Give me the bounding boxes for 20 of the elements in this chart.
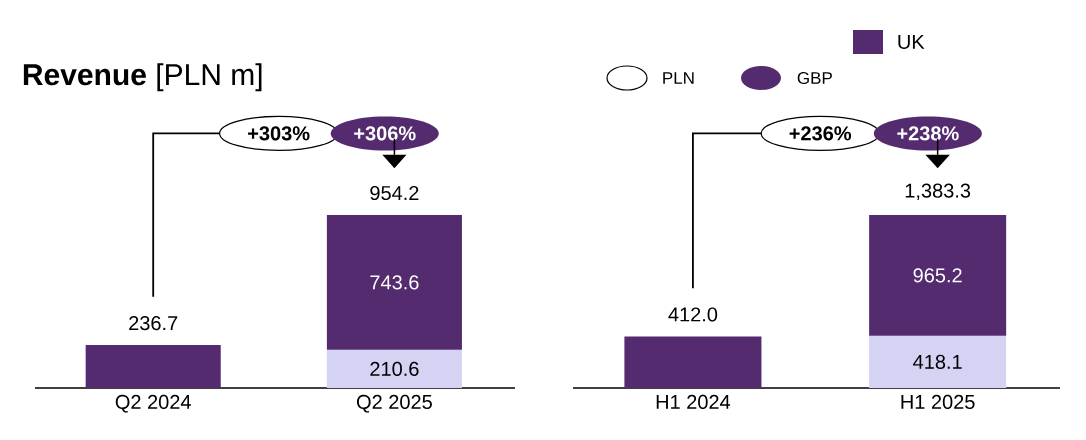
text: +306% <box>354 126 416 141</box>
data-label: 965.2 <box>913 268 962 283</box>
data-label: 743.6 <box>370 275 419 290</box>
chart-title: Revenue [PLN m] <box>23 63 262 92</box>
x-tick-label: H1 2024 <box>656 394 731 410</box>
x-tick-label: Q2 2024 <box>115 394 191 413</box>
text: +303% <box>248 126 310 141</box>
total-label: 412.0 <box>668 307 718 322</box>
x-tick-label: Q2 2025 <box>356 394 432 413</box>
total-label: 954.2 <box>370 185 419 201</box>
text: +236% <box>789 126 852 141</box>
total-label: 1,383.3 <box>905 183 971 201</box>
text: GBP <box>797 71 832 85</box>
total-label: 236.7 <box>129 316 178 331</box>
text: PLN <box>663 72 694 84</box>
data-label: 210.6 <box>370 361 419 376</box>
data-label: 418.1 <box>913 354 962 369</box>
x-tick-label: H1 2025 <box>901 394 975 410</box>
text: +238% <box>897 126 959 141</box>
legend-label: UK <box>898 35 925 49</box>
